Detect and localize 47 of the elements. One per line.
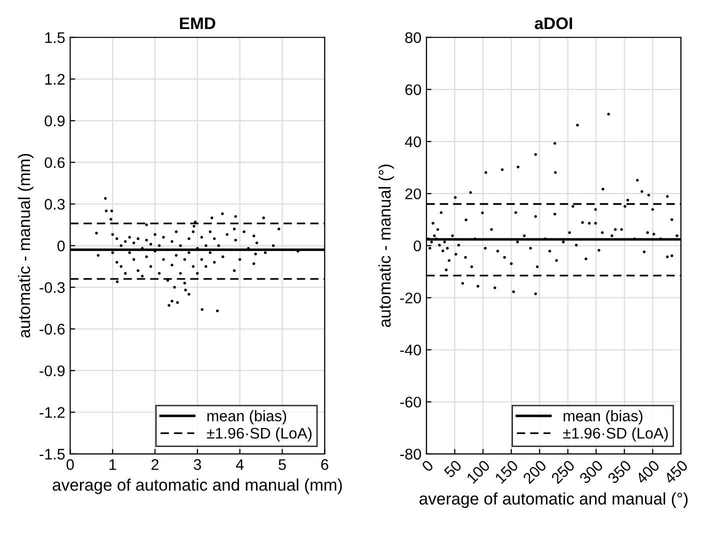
x-tick-label: 350: [607, 459, 632, 484]
y-tick-label: 80: [405, 32, 422, 44]
legend-label: mean (bias): [564, 410, 642, 424]
x-tick-label: 6: [321, 459, 328, 470]
y-tick-label: 1.5: [45, 32, 65, 44]
y-tick-label: 40: [404, 136, 422, 148]
x-tick-label: 2: [152, 459, 159, 470]
y-tick-label: -0.6: [40, 324, 65, 335]
y-tick-label: -60: [400, 396, 422, 408]
x-tick-label: 200: [522, 459, 548, 484]
y-tick-label: 0.3: [44, 198, 65, 210]
y-tick-label: -1.5: [40, 448, 65, 460]
legend-label: ±1.96·SD (LoA): [563, 427, 668, 442]
legend-label: mean (bias): [207, 410, 286, 424]
y-tick-label: -80: [400, 448, 422, 460]
y-tick-label: 0: [57, 240, 65, 252]
y-tick-label: -0.9: [40, 365, 65, 376]
y-tick-label: -0.3: [40, 282, 65, 293]
x-tick-label: 50: [443, 459, 462, 478]
x-tick-label: 250: [550, 459, 576, 484]
x-tick-label: 0: [421, 459, 434, 472]
x-tick-label: 400: [635, 459, 660, 484]
y-axis-title: automatic - manual (°): [378, 164, 394, 327]
y-tick-label: 60: [405, 84, 422, 96]
y-tick-label: 0: [414, 240, 422, 252]
y-axis-title: automatic - manual (mm): [18, 154, 34, 338]
chart-title: EMD: [180, 18, 216, 30]
x-tick-label: 450: [663, 459, 688, 484]
x-tick-label: 4: [236, 459, 244, 470]
y-tick-label: 1.2: [45, 74, 65, 85]
chart-title: aDOI: [534, 17, 572, 30]
x-tick-label: 3: [194, 459, 202, 470]
y-tick-label: -1.2: [40, 407, 65, 418]
x-tick-label: 150: [494, 459, 519, 484]
y-tick-label: -20: [400, 292, 422, 304]
x-tick-label: 100: [466, 459, 491, 484]
y-tick-label: 0.6: [44, 157, 65, 168]
y-tick-label: 20: [405, 188, 422, 200]
y-tick-label: 0.9: [44, 116, 65, 126]
x-axis-title: average of automatic and manual (mm): [52, 478, 342, 494]
y-tick-label: -40: [400, 344, 422, 356]
x-tick-label: 0: [66, 459, 74, 470]
x-tick-label: 5: [278, 459, 286, 470]
legend-label: ±1.96·SD (LoA): [206, 427, 312, 442]
x-axis-title: average of automatic and manual (°): [420, 492, 688, 508]
x-tick-label: 300: [578, 459, 604, 484]
x-tick-label: 1: [110, 459, 116, 470]
